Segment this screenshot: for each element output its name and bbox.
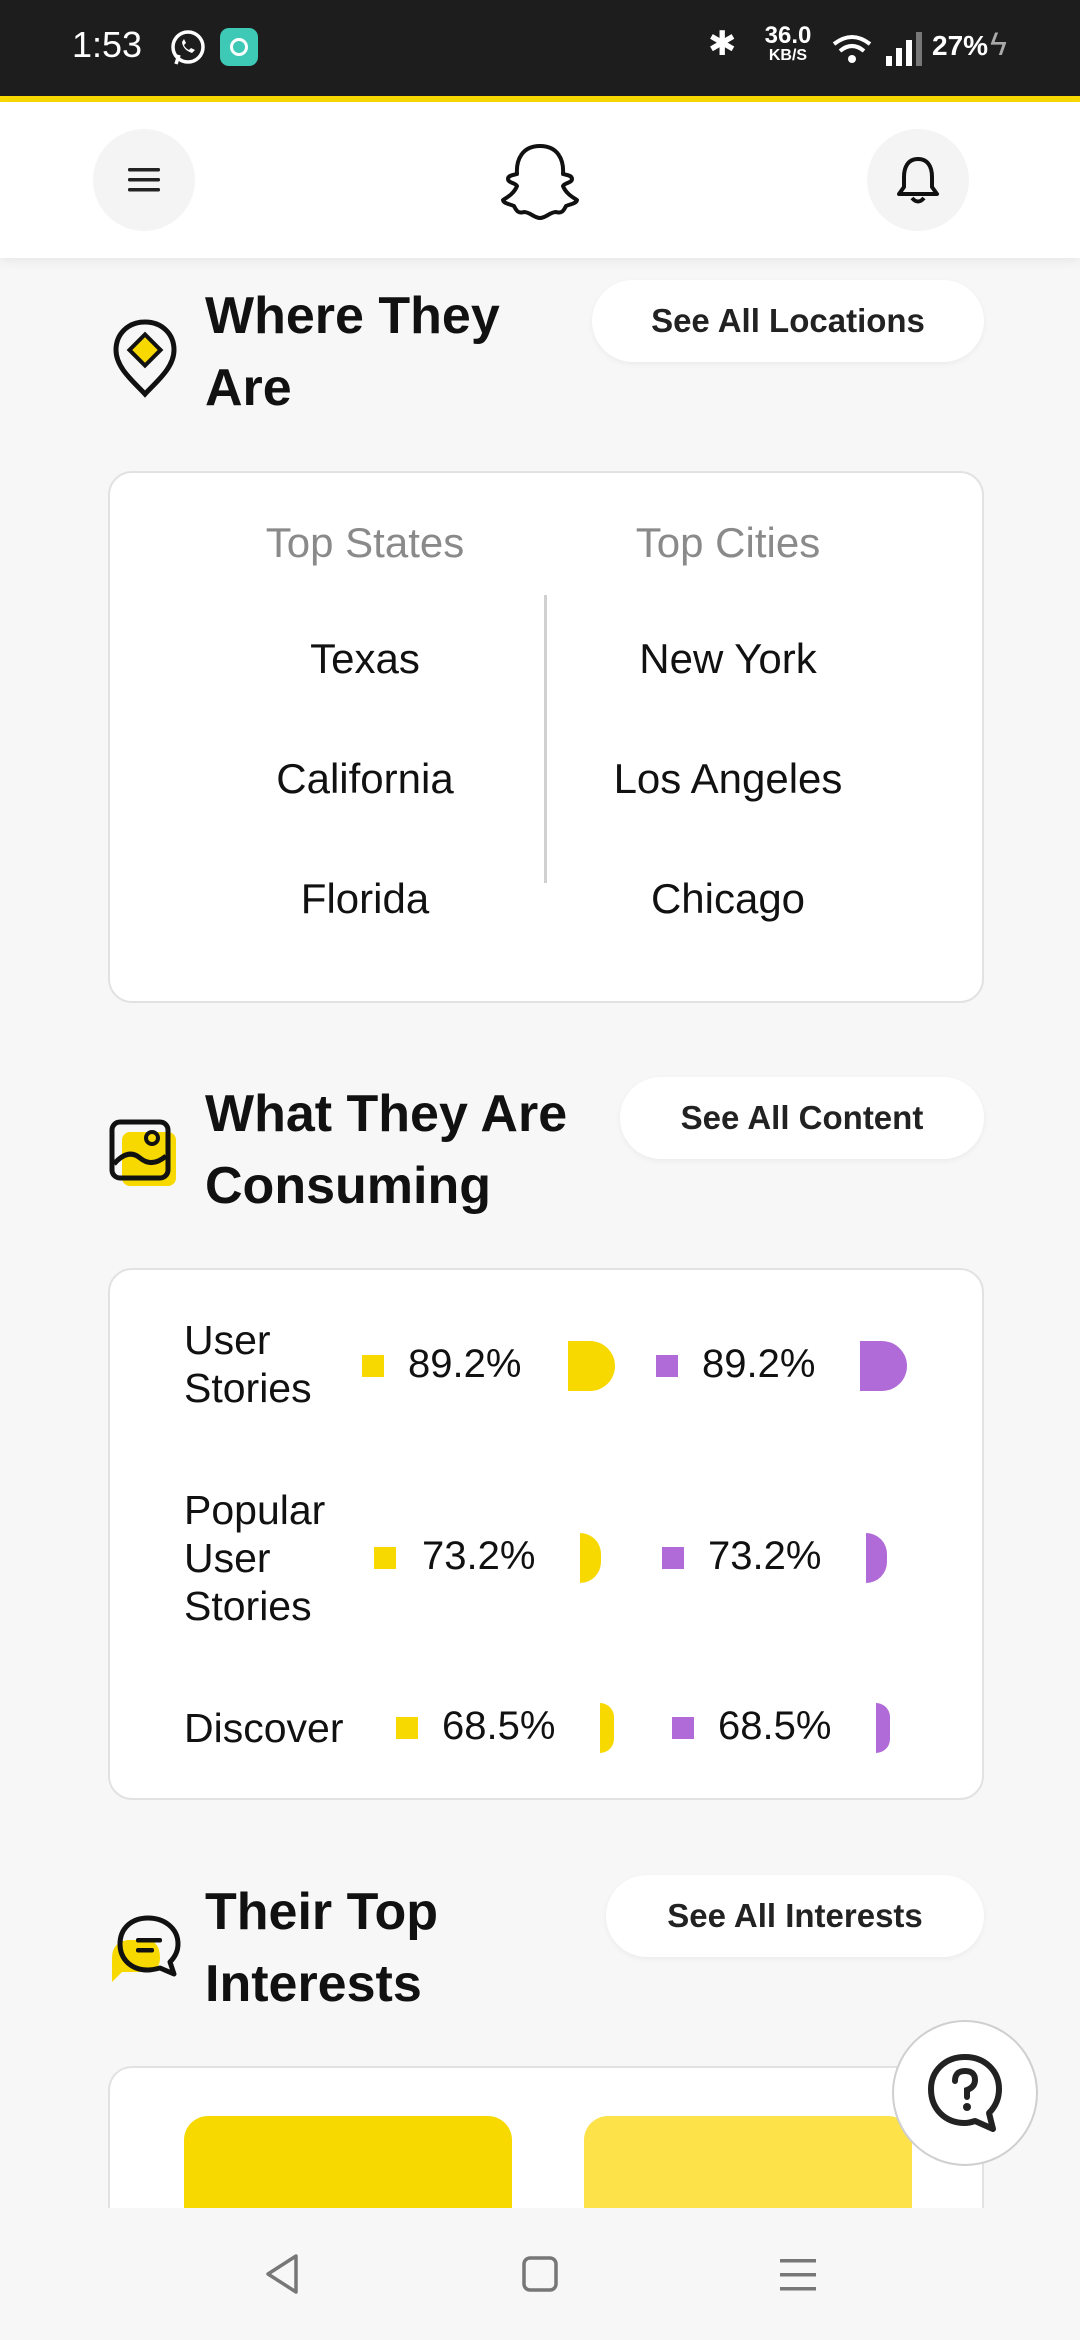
city-item: Los Angeles xyxy=(613,755,843,802)
city-item: Chicago xyxy=(650,875,806,922)
content-title: What They Are Consuming xyxy=(205,1085,568,1215)
recents-icon[interactable] xyxy=(778,2256,818,2294)
wifi-icon xyxy=(832,35,872,63)
column-divider xyxy=(544,595,547,883)
whatsapp-icon xyxy=(171,30,205,65)
content-row-label: Discover xyxy=(184,1705,344,1751)
system-nav-bar xyxy=(0,2208,1080,2340)
net-speed: 36.0 KB/S xyxy=(764,22,812,65)
content-value-a: 68.5% xyxy=(442,1704,556,1748)
locations-title: Where They Are xyxy=(205,287,500,417)
content-bar-purple xyxy=(866,1533,887,1583)
legend-square-yellow xyxy=(362,1355,384,1377)
content-value-b: 73.2% xyxy=(708,1534,822,1578)
content-bar-yellow xyxy=(568,1341,615,1391)
menu-button[interactable] xyxy=(93,129,195,231)
legend-square-yellow xyxy=(396,1717,418,1739)
help-chat-icon xyxy=(928,2054,1002,2132)
bell-icon xyxy=(897,157,939,204)
content-row-label: User Stories xyxy=(184,1317,312,1411)
status-time: 1:53 xyxy=(72,24,143,65)
status-bar: 1:53 ✱ 36.0 KB/S 27% ϟ xyxy=(0,0,1080,96)
back-icon[interactable] xyxy=(262,2252,302,2296)
chat-interests-icon xyxy=(112,1915,181,1982)
brand-accent-line xyxy=(0,96,1080,102)
content-value-b: 68.5% xyxy=(718,1704,832,1748)
legend-square-yellow xyxy=(374,1547,396,1569)
content-value-a: 73.2% xyxy=(422,1534,536,1578)
interests-title: Their Top Interests xyxy=(205,1883,439,2013)
signal-icon xyxy=(886,32,922,66)
content-bar-yellow xyxy=(580,1533,601,1583)
locations-card: Top States Top Cities Texas California F… xyxy=(108,471,984,1003)
city-item: New York xyxy=(639,635,817,682)
home-icon[interactable] xyxy=(520,2254,560,2294)
content-value-b: 89.2% xyxy=(702,1342,816,1386)
legend-square-purple xyxy=(662,1547,684,1569)
app-header xyxy=(0,102,1080,258)
state-item: Texas xyxy=(310,635,420,682)
content-bar-purple xyxy=(876,1703,890,1753)
top-cities-header: Top Cities xyxy=(635,519,821,566)
ghost-logo-icon[interactable] xyxy=(500,142,580,220)
battery-level: 27% xyxy=(932,30,989,61)
see-all-locations-button[interactable]: See All Locations xyxy=(592,280,984,362)
legend-square-purple xyxy=(672,1717,694,1739)
content-value-a: 89.2% xyxy=(408,1342,522,1386)
see-all-content-button[interactable]: See All Content xyxy=(620,1077,984,1159)
content-row-label: Popular User Stories xyxy=(184,1487,326,1629)
bluetooth-icon: ✱ xyxy=(708,25,737,63)
legend-square-purple xyxy=(656,1355,678,1377)
notifications-button[interactable] xyxy=(867,129,969,231)
see-all-interests-button[interactable]: See All Interests xyxy=(606,1875,984,1957)
menu-icon xyxy=(128,168,160,192)
content-bar-yellow xyxy=(600,1703,614,1753)
help-button[interactable] xyxy=(892,2020,1038,2166)
content-card: User Stories 89.2% 89.2% Popular User St… xyxy=(108,1268,984,1800)
state-item: California xyxy=(276,755,454,802)
state-item: Florida xyxy=(300,875,430,922)
location-pin-icon xyxy=(113,319,177,398)
charging-icon: ϟ xyxy=(990,26,1007,62)
content-bar-purple xyxy=(860,1341,907,1391)
image-content-icon xyxy=(109,1119,176,1186)
app-notification-icon xyxy=(220,28,258,66)
top-states-header: Top States xyxy=(265,519,465,566)
